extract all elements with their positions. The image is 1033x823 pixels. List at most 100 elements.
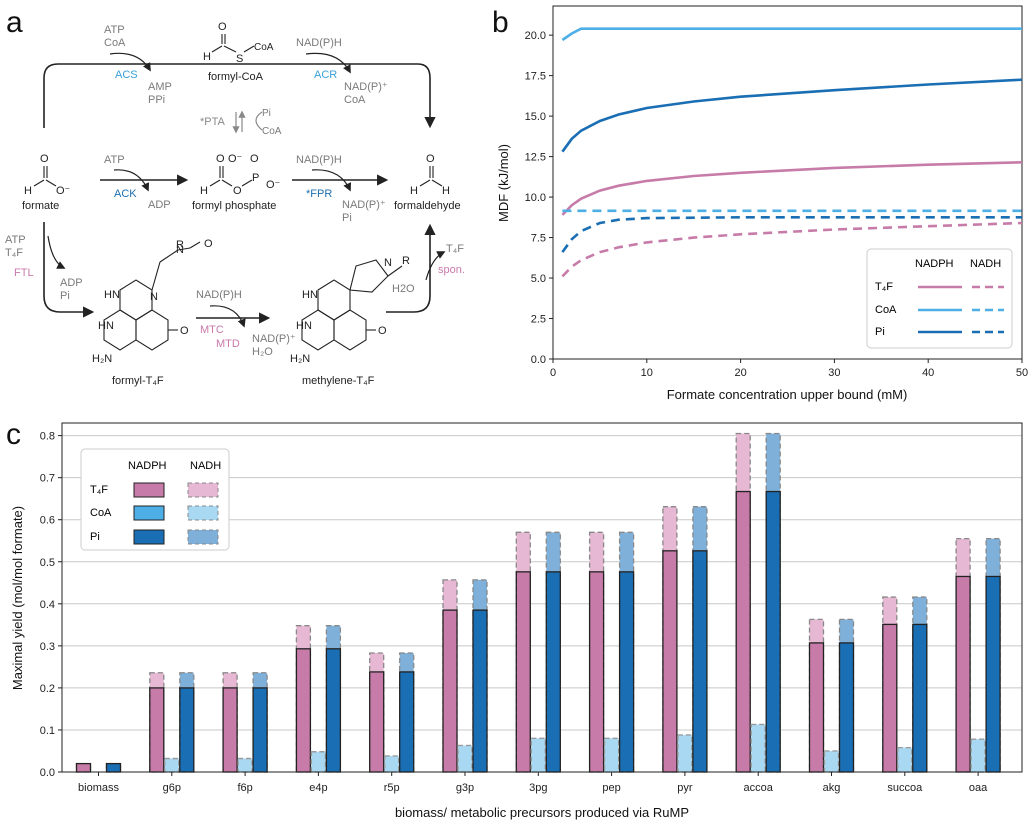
- compound-formaldehyde: formaldehyde: [394, 200, 461, 212]
- ftl-atp: ATP: [5, 234, 26, 246]
- fpr-nadph: NAD(P)H: [296, 154, 342, 166]
- svg-text:O⁻: O⁻: [266, 179, 281, 191]
- yield-legend-box: [80, 448, 230, 551]
- t4f-nh-1: N: [150, 291, 158, 303]
- mdf-x-tick-label: 20: [734, 367, 746, 379]
- yield-x-axis-label: biomass/ metabolic precursors produced v…: [395, 805, 689, 820]
- svg-text:O: O: [250, 153, 259, 165]
- bar-succoa-pi-nadph: [912, 623, 928, 773]
- yield-y-tick-label: 0.5: [40, 557, 55, 569]
- yield-x-tick-label: biomass: [78, 782, 119, 794]
- mdf-y-tick-label: 12.5: [525, 152, 546, 164]
- yield-plot-frame: [61, 422, 1023, 773]
- enzyme-acs: ACS: [115, 69, 138, 81]
- svg-text:P: P: [252, 172, 259, 184]
- mdf-series-lines: [561, 27, 1023, 278]
- svg-text:H: H: [410, 185, 418, 197]
- yield-y-tick-label: 0.7: [40, 473, 55, 485]
- bar-f6p-pi-nadph: [252, 687, 268, 773]
- yield-x-tick-label: succoa: [887, 782, 923, 794]
- bar-pyr-pi-nadph: [692, 550, 708, 773]
- bar-oaa-t4f-nadph: [955, 575, 971, 773]
- mdf-line-coa-nadph: [561, 27, 1022, 42]
- mdf-legend-coa: CoA: [875, 304, 897, 316]
- svg-text:H: H: [203, 51, 211, 63]
- methylene-n-1: N: [384, 257, 392, 269]
- bar-biomass-pi-nadph: [105, 762, 122, 773]
- mdf-line-t4f-nadph: [561, 161, 1023, 216]
- formyl-t4f-structure: [103, 241, 201, 351]
- mdf-legend-pi: Pi: [875, 326, 885, 338]
- mdf-axis-ticks: 0 10 20 30 40 50 0.0 2.5 5.0 7.5 10.0 12.5 15.0 17.5 2…: [525, 30, 1029, 379]
- yield-y-tick-label: 0.0: [40, 767, 55, 779]
- enzyme-acr: ACR: [314, 69, 337, 81]
- svg-text:H: H: [200, 185, 208, 197]
- mdf-x-tick-label: 40: [922, 367, 934, 379]
- svg-text:O: O: [40, 153, 49, 165]
- yield-legend: NADPH NADH T₄F CoA Pi: [80, 448, 230, 551]
- yield-x-tick-label: f6p: [237, 782, 252, 794]
- bar-succoa-t4f-nadph: [882, 623, 898, 773]
- bar-accoa-coa-nadph: [750, 723, 766, 773]
- yield-legend-coa: CoA: [90, 507, 112, 519]
- mdf-y-tick-label: 15.0: [525, 111, 546, 123]
- mtd-h2o: H₂O: [252, 346, 273, 358]
- yield-legend-nadph: NADPH: [128, 460, 167, 472]
- yield-legend-nadh: NADH: [190, 460, 221, 472]
- svg-text:O: O: [218, 21, 227, 33]
- compound-formate: formate: [22, 200, 59, 212]
- methylene-o-1: O: [378, 325, 387, 337]
- panel-c-label: c: [6, 418, 21, 451]
- bar-3pg-coa-nadph: [530, 737, 546, 773]
- methylene-r-1: R: [402, 255, 410, 267]
- mdf-line-t4f-nadh: [561, 221, 1023, 278]
- bar-pep-coa-nadph: [603, 737, 620, 773]
- bar-g6p-pi-nadph: [179, 687, 195, 773]
- pta-coa: CoA: [262, 126, 282, 137]
- spon-h2o: H2O: [392, 283, 415, 295]
- formate-structure: O H O⁻: [24, 153, 71, 197]
- methylene-hn-1: HN: [302, 289, 318, 301]
- ack-cofactor-swoop: [113, 169, 150, 192]
- yield-legend-pi: Pi: [90, 531, 100, 543]
- t4f-r-1: R: [176, 239, 184, 251]
- bar-biomass-t4f-nadph: [75, 762, 92, 773]
- ftl-adp: ADP: [60, 277, 83, 289]
- t4f-to-formaldehyde-arrow: [386, 223, 436, 313]
- acs-cofactor-swoop: [109, 52, 151, 72]
- bar-e4p-coa-nadph: [310, 751, 327, 773]
- formyl-coa-structure: O H S CoA: [203, 21, 274, 65]
- mdf-legend: NADPH NADH T₄F CoA Pi: [866, 248, 1013, 349]
- pta-pi: Pi: [262, 108, 271, 119]
- svg-text:CoA: CoA: [254, 42, 274, 53]
- t4f-o-2: O: [180, 325, 189, 337]
- pta-cofactor-curve: [255, 111, 263, 131]
- t4f-o-1: O: [204, 238, 213, 250]
- bar-e4p-t4f-nadph: [295, 648, 312, 773]
- acr-nadph: NAD(P)H: [296, 37, 342, 49]
- ack-adp: ADP: [148, 199, 171, 211]
- mdf-x-tick-label: 30: [828, 367, 840, 379]
- yield-chart: c 0.0 0.1 0.2 0.3 0.4 0.5 0.6 0.7 0.8 biomass g6p f…: [6, 418, 1023, 820]
- panel-a-label: a: [6, 6, 23, 39]
- t4f-route-arrow: [43, 222, 95, 318]
- yield-y-axis-label: Maximal yield (mol/mol formate): [10, 506, 25, 690]
- bar-3pg-pi-nadph: [545, 571, 561, 773]
- mdf-y-tick-label: 2.5: [531, 314, 546, 326]
- compound-formyl-coa: formyl-CoA: [208, 71, 264, 83]
- enzyme-mtc: MTC: [200, 324, 224, 336]
- yield-x-tick-label: g6p: [163, 782, 181, 794]
- yield-y-tick-label: 0.1: [40, 725, 55, 737]
- formaldehyde-structure: O H H: [410, 153, 450, 197]
- yield-x-tick-label: g3p: [456, 782, 474, 794]
- bar-f6p-coa-nadph: [237, 757, 253, 773]
- yield-y-tick-label: 0.3: [40, 641, 55, 653]
- bar-akg-coa-nadph: [823, 750, 840, 773]
- acs-atp: ATP: [104, 24, 125, 36]
- svg-text:O: O: [426, 153, 435, 165]
- mdf-y-axis-label: MDF (kJ/mol): [496, 144, 511, 222]
- yield-x-tick-label: 3pg: [529, 782, 547, 794]
- yield-legend-coa-nadh-swatch: [187, 505, 219, 521]
- mdf-x-tick-label: 0: [550, 367, 556, 379]
- acr-coa: CoA: [344, 94, 366, 106]
